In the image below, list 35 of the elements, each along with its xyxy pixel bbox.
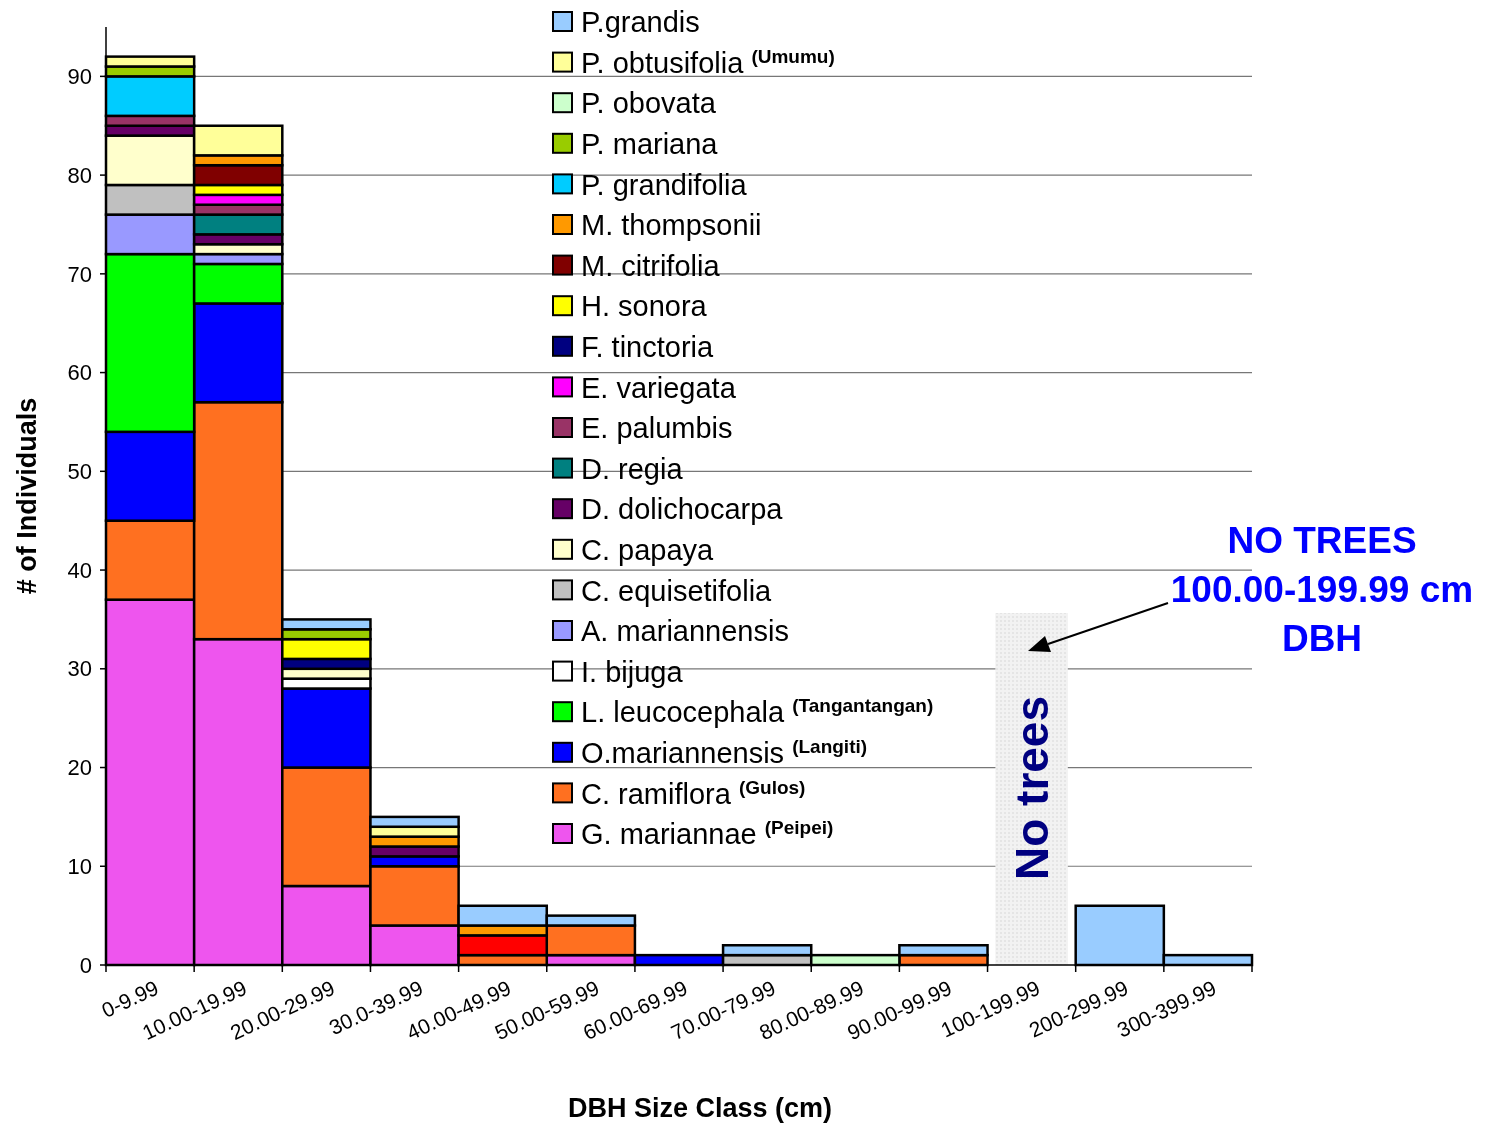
- x-axis-title: DBH Size Class (cm): [567, 1093, 833, 1123]
- y-axis-title: # of Individuals: [12, 397, 42, 595]
- legend-label: M. thompsonii: [581, 209, 762, 242]
- legend-label: H. sonora: [581, 290, 708, 323]
- y-tick-label: 50: [67, 459, 92, 485]
- legend-label: C. ramiflora $^{(Gulos)}$: [581, 776, 806, 810]
- y-tick-label: 10: [67, 853, 92, 879]
- y-tick-label: 80: [67, 162, 92, 188]
- y-tick-label: 20: [67, 755, 92, 781]
- y-tick-label: 70: [67, 261, 92, 287]
- legend-label: P.grandis: [581, 6, 700, 39]
- legend-label: P. obovata: [581, 87, 717, 120]
- legend-label: I. bijuga: [581, 655, 684, 688]
- legend-label: D. dolichocarpa: [581, 493, 784, 526]
- legend-label: A. mariannensis: [581, 615, 789, 648]
- y-tick-label: 30: [67, 656, 92, 682]
- legend-label: F. tinctoria: [581, 330, 715, 363]
- legend-label: E. variegata: [581, 371, 737, 404]
- y-tick-label: 60: [67, 360, 92, 386]
- y-tick-label: 90: [67, 64, 92, 90]
- legend-label: C. equisetifolia: [581, 574, 773, 607]
- legend-label: M. citrifolia: [581, 249, 721, 282]
- legend-label: P. obtusifolia $^{(Umumu)}$: [581, 45, 835, 79]
- y-tick-label: 0: [79, 952, 92, 978]
- legend-label: P. grandifolia: [581, 168, 748, 201]
- legend-label: P. mariana: [581, 127, 719, 160]
- y-tick-label: 40: [67, 557, 92, 583]
- legend-label: G. mariannae $^{(Peipei)}$: [581, 816, 834, 851]
- legend-label: C. papaya: [581, 533, 715, 566]
- legend-label: E. palumbis: [581, 412, 733, 445]
- legend-label: L. leucocephala $^{(Tangantangan)}$: [581, 694, 934, 729]
- legend-label: O.mariannensis $^{(Langiti)}$: [581, 735, 868, 769]
- legend-label: D. regia: [581, 452, 684, 485]
- band-label: No trees: [1005, 695, 1058, 881]
- annotation: NO TREES 100.00-199.99 cm DBH: [1170, 520, 1474, 659]
